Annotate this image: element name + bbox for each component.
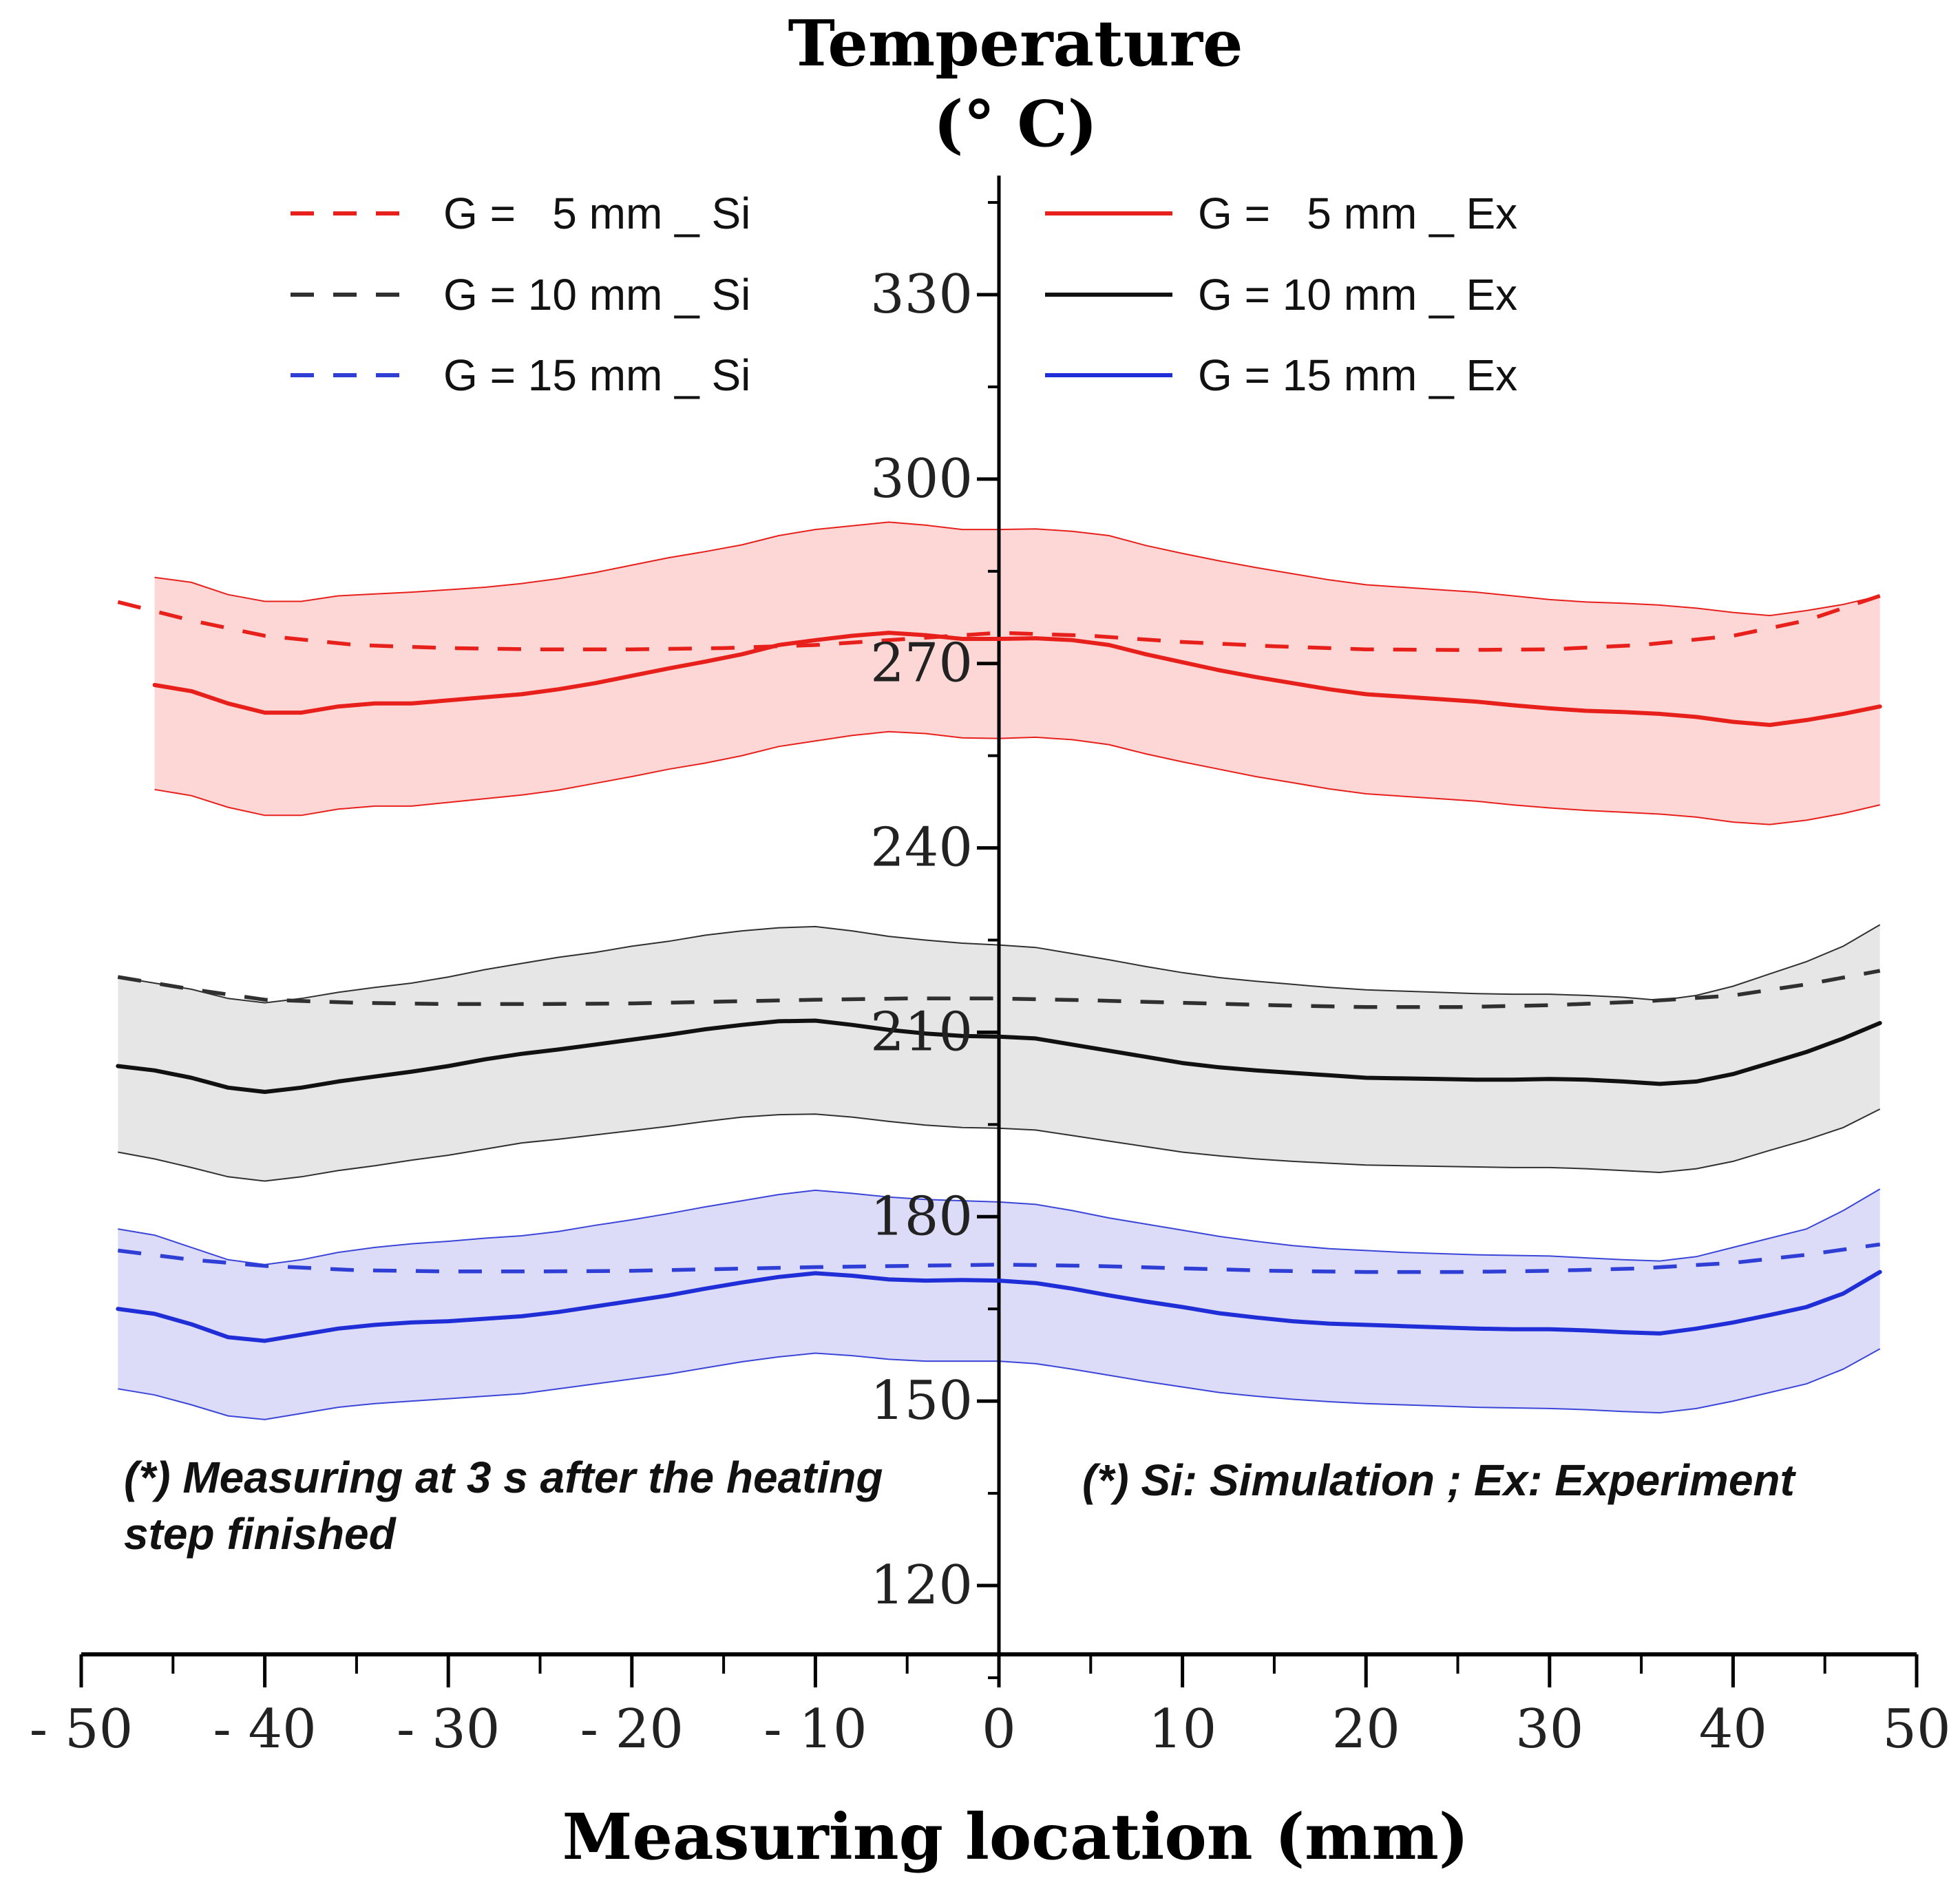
series-line-experiment-5 <box>116 1270 1882 1343</box>
x-tick-label: - 40 <box>213 1698 316 1760</box>
y-tick-label: 210 <box>870 1001 973 1063</box>
text-layer: - 50 - 40 - 30 - 20 - 10 0 10 20 30 40 50 120 150 180… <box>30 6 1951 1874</box>
y-tick-label: 150 <box>870 1370 973 1432</box>
y-tick-label: 240 <box>870 817 973 879</box>
band-upper-edge-0 <box>154 521 1880 617</box>
annotation-0-line-1: step finished <box>124 1509 397 1559</box>
x-tick-label: - 50 <box>30 1698 133 1760</box>
y-tick-label: 270 <box>870 633 973 695</box>
y-tick-label: 120 <box>870 1555 973 1617</box>
x-tick-label: - 30 <box>397 1698 500 1760</box>
annotation-1-line-0: (*) Si: Simulation ; Ex: Experiment <box>1082 1455 1797 1505</box>
annotation-0-line-0: (*) Measuring at 3 s after the heating <box>124 1453 883 1502</box>
series-line-simulation-1 <box>117 969 1881 1009</box>
x-tick-label: 10 <box>1148 1698 1216 1760</box>
legend-label-5: G = 15 mm _ Ex <box>1198 350 1517 400</box>
y-axis-label: (° C) <box>934 87 1097 161</box>
series-line-simulation-0 <box>117 593 1881 652</box>
x-tick-label: 0 <box>982 1698 1016 1760</box>
legend: G = 5 mm _ Si G = 10 mm _ Si G = 15 mm _ S… <box>291 189 1517 400</box>
x-tick-label: - 10 <box>763 1698 867 1760</box>
y-tick-label: 330 <box>870 264 973 326</box>
y-tick-label: 180 <box>870 1186 973 1247</box>
legend-label-3: G = 5 mm _ Ex <box>1198 189 1517 238</box>
axes-layer <box>79 176 1919 1687</box>
legend-label-0: G = 5 mm _ Si <box>443 189 750 238</box>
y-tick-label: 300 <box>870 448 973 510</box>
series-layer <box>116 593 1882 1343</box>
x-axis-label: Measuring location (mm) <box>562 1800 1469 1874</box>
legend-label-1: G = 10 mm _ Si <box>443 270 750 319</box>
series-line-experiment-4 <box>116 1018 1882 1094</box>
band-area-0 <box>154 522 1880 825</box>
x-tick-label: 20 <box>1332 1698 1400 1760</box>
x-tick-label: 40 <box>1699 1698 1767 1760</box>
x-tick-label: 50 <box>1882 1698 1950 1760</box>
legend-label-2: G = 15 mm _ Si <box>443 350 750 400</box>
x-tick-label: - 20 <box>580 1698 684 1760</box>
x-tick-label: 30 <box>1515 1698 1583 1760</box>
legend-label-4: G = 10 mm _ Ex <box>1198 270 1517 319</box>
chart-title: Temperature <box>788 6 1243 81</box>
band-lower-edge-0 <box>154 730 1880 825</box>
series-line-simulation-2 <box>117 1242 1881 1274</box>
series-line-experiment-3 <box>152 631 1882 727</box>
